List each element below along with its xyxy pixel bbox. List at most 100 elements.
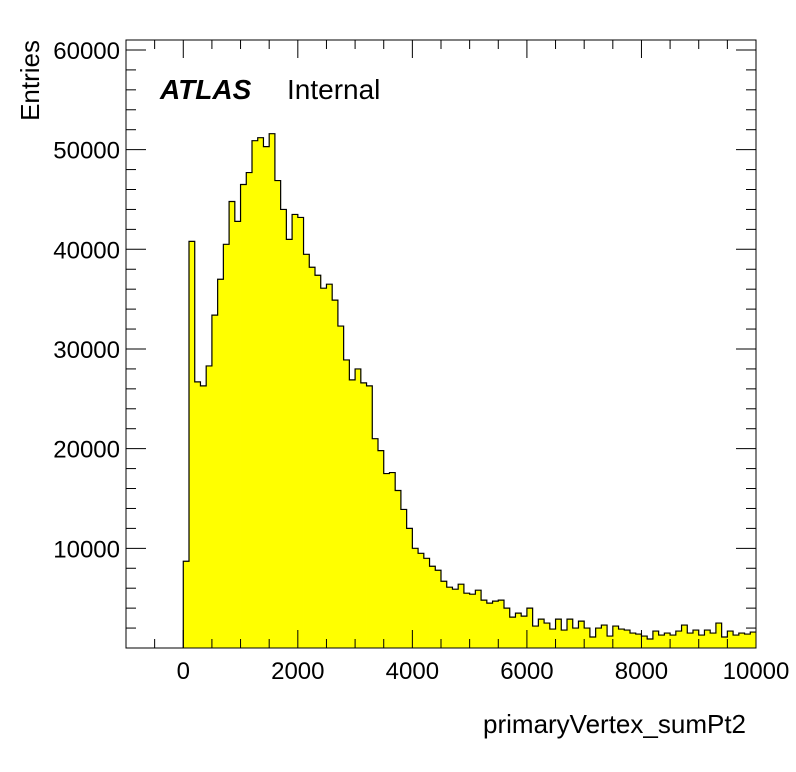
histogram-bin <box>252 140 259 648</box>
histogram-bin <box>607 636 614 648</box>
histogram-bin <box>372 438 379 648</box>
histogram-bin <box>446 587 453 648</box>
x-tick-label: 10000 <box>723 658 790 685</box>
histogram-bin <box>366 385 373 648</box>
histogram-bin <box>515 613 522 648</box>
histogram-bin <box>498 600 505 648</box>
y-tick-label: 30000 <box>53 337 120 364</box>
histogram-bin <box>687 633 694 648</box>
y-axis: 10000 20000 30000 40000 50000 60000 <box>53 38 756 649</box>
histogram-bin <box>217 279 224 648</box>
histogram-bin <box>578 621 585 648</box>
histogram-bin <box>303 254 310 648</box>
histogram-bin <box>441 581 448 648</box>
x-axis: 0 2000 4000 6000 8000 10000 <box>125 40 790 685</box>
histogram-bin <box>710 633 717 648</box>
histogram-bin <box>658 635 665 648</box>
histogram-bin <box>309 267 316 648</box>
histogram-bin <box>383 473 390 648</box>
histogram-bin <box>257 137 264 648</box>
y-axis-title: Entries <box>15 40 45 121</box>
histogram-bin <box>286 239 293 648</box>
histogram-bin <box>400 509 408 648</box>
histogram-bin <box>721 637 728 648</box>
histogram-bin <box>693 630 700 648</box>
histogram-outline <box>182 133 756 648</box>
histogram-bin <box>463 593 471 648</box>
histogram-bin <box>664 633 671 648</box>
histogram-bin <box>435 570 442 648</box>
histogram-bin <box>521 616 528 648</box>
x-tick-label: 4000 <box>386 658 439 685</box>
histogram-bin <box>229 201 236 648</box>
histogram-bin <box>492 601 499 648</box>
internal-label: Internal <box>287 74 380 105</box>
histogram-bin <box>509 617 516 648</box>
histogram-bin <box>246 172 253 648</box>
histogram-bin <box>194 381 201 648</box>
histogram-bin <box>727 631 734 648</box>
histogram-bin <box>183 561 190 648</box>
histogram-bin <box>469 594 476 648</box>
histogram-bin <box>332 300 339 648</box>
y-tick-label: 50000 <box>53 138 120 165</box>
histogram-bin <box>750 632 757 648</box>
histogram-bin <box>612 626 619 648</box>
histogram-bin <box>429 566 436 648</box>
histogram-bin <box>675 631 682 648</box>
histogram-bin <box>337 326 345 648</box>
histogram-bin <box>647 639 654 648</box>
histogram-bin <box>532 626 539 648</box>
histogram-bin <box>475 590 482 648</box>
histogram-bin <box>601 625 608 648</box>
histogram-bin <box>572 628 579 648</box>
histogram-bin <box>349 379 356 648</box>
x-tick-label: 0 <box>177 658 190 685</box>
histogram-bin <box>481 600 488 648</box>
histogram-bin <box>584 628 591 648</box>
histogram-bin <box>698 635 705 648</box>
histogram-bin <box>681 625 688 648</box>
histogram-bin <box>423 558 430 648</box>
histogram-bin <box>641 636 648 648</box>
histogram-bin <box>486 603 493 648</box>
histogram-bin <box>234 221 241 649</box>
histogram-bin <box>561 630 568 648</box>
histogram-bin <box>630 633 637 648</box>
histogram-bin <box>355 368 362 648</box>
y-tick-label: 10000 <box>53 536 120 563</box>
histogram-bins <box>183 133 757 649</box>
histogram-bin <box>458 584 465 648</box>
histogram-bin <box>589 637 597 648</box>
plot-area <box>182 133 757 649</box>
histogram-bin <box>395 490 402 648</box>
histogram-bin <box>733 635 740 648</box>
histogram-bin <box>343 359 350 648</box>
histogram-bin <box>704 630 711 648</box>
histogram-bin <box>297 217 304 649</box>
histogram-bin <box>544 623 551 648</box>
histogram-bin <box>504 608 511 648</box>
histogram-bin <box>652 631 660 648</box>
histogram-bin <box>274 180 282 648</box>
histogram-bin <box>555 619 562 648</box>
histogram-bin <box>320 288 327 648</box>
histogram-bin <box>418 553 425 648</box>
histogram-bin <box>315 275 322 648</box>
histogram-bin <box>567 619 574 648</box>
histogram-bin <box>744 634 751 648</box>
histogram-bin <box>378 450 385 648</box>
histogram-bin <box>635 634 642 648</box>
histogram-bin <box>549 629 556 648</box>
histogram-bin <box>292 214 299 649</box>
histogram-bin <box>200 385 207 648</box>
y-tick-label: 40000 <box>53 237 120 264</box>
histogram-bin <box>538 619 545 648</box>
x-axis-title: primaryVertex_sumPt2 <box>483 709 746 739</box>
y-tick-label: 60000 <box>53 38 120 65</box>
histogram-bin <box>389 472 396 648</box>
histogram-bin <box>189 241 196 648</box>
x-tick-label: 2000 <box>271 658 324 685</box>
histogram-bin <box>326 284 333 648</box>
